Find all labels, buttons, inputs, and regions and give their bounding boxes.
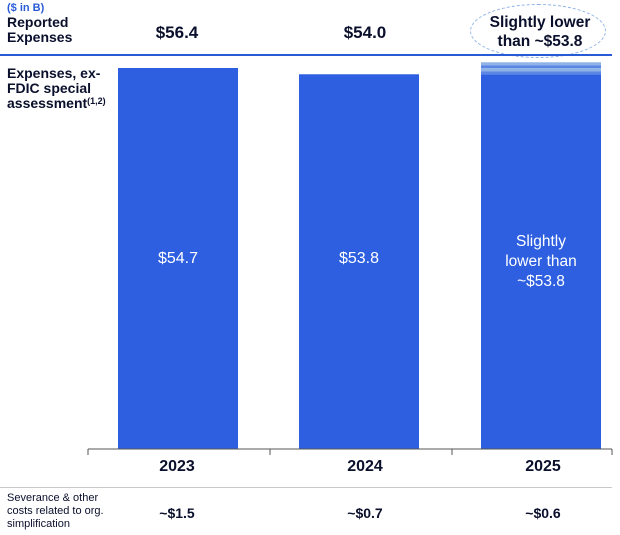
reported-label-line1: Reported	[7, 14, 69, 30]
severance-value-2023: ~$1.5	[159, 505, 195, 521]
bars-group	[118, 62, 601, 449]
bar-2025-range-stripe	[481, 68, 601, 72]
bar-2024	[299, 74, 419, 449]
reported-expenses-label: Reported Expenses	[7, 15, 72, 45]
bar-2025-range-stripe	[481, 62, 601, 66]
severance-label-line3: simplification	[7, 518, 70, 530]
unit-note: ($ in B)	[7, 2, 45, 14]
exfdic-label-line2: FDIC special	[7, 80, 92, 96]
bar-value-label-2025: Slightly lower than ~$53.8	[476, 232, 606, 292]
header-divider	[0, 54, 612, 56]
reported-note-line2: than ~$53.8	[497, 33, 583, 50]
bar-label-2025-line3: ~$53.8	[517, 273, 565, 290]
bar-value-label-2024: $53.8	[338, 250, 380, 267]
bar-value-label-2023: $54.7	[157, 250, 199, 267]
reported-value-2023: $56.4	[155, 23, 199, 42]
severance-label-line2: costs related to org.	[7, 505, 104, 517]
bar-label-2025-line2: lower than	[505, 253, 577, 270]
bar-2025	[481, 74, 601, 449]
bar-label-2025-line1: Slightly	[516, 233, 566, 250]
reported-value-2025: Slightly lower than ~$53.8	[472, 8, 608, 56]
exfdic-footnote: (1,2)	[87, 96, 106, 106]
x-tick-2025: 2025	[525, 458, 561, 475]
exfdic-label-line1: Expenses, ex-	[7, 65, 101, 81]
reported-value-2024: $54.0	[343, 23, 387, 42]
bar-2023	[118, 68, 238, 449]
bar-2025-range-stripe	[481, 65, 601, 69]
severance-label: Severance & other costs related to org. …	[7, 492, 127, 531]
severance-value-2025: ~$0.6	[525, 505, 561, 521]
x-tick-2024: 2024	[347, 458, 383, 475]
exfdic-label-line3: assessment(1,2)	[7, 96, 106, 111]
bottom-divider	[0, 487, 612, 488]
bar-2025-range-stripe	[481, 71, 601, 75]
x-axis	[87, 448, 613, 455]
reported-note-dashed-ellipse	[470, 4, 606, 58]
reported-note-line1: Slightly lower	[489, 14, 591, 31]
exfdic-label-text: assessment	[7, 95, 88, 111]
severance-label-line1: Severance & other	[7, 492, 99, 504]
expenses-ex-fdic-label: Expenses, ex- FDIC special assessment(1,…	[7, 66, 106, 111]
reported-label-line2: Expenses	[7, 29, 73, 45]
severance-value-2024: ~$0.7	[347, 505, 383, 521]
x-tick-2023: 2023	[159, 458, 195, 475]
